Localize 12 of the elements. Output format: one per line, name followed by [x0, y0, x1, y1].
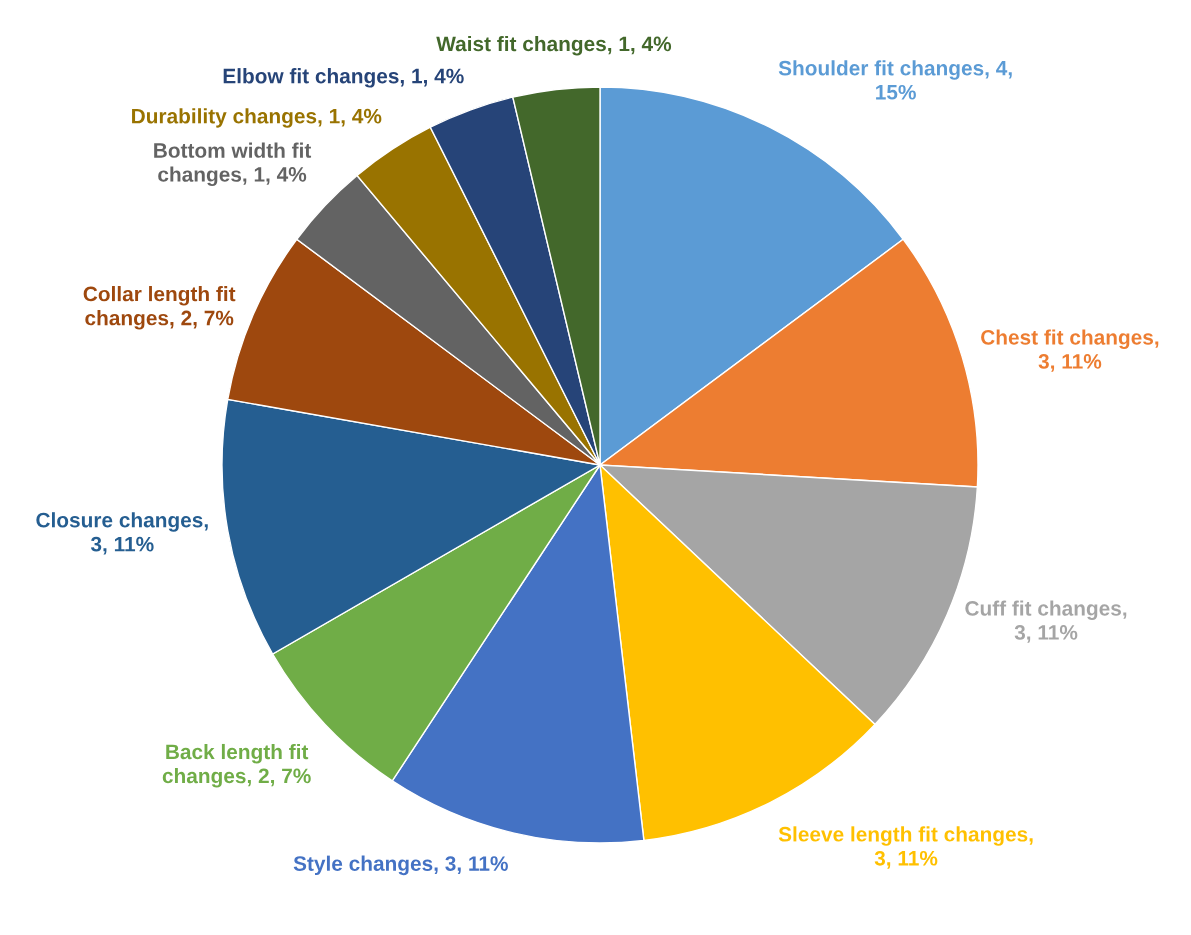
slice-label: Back length fit changes, 2, 7%	[162, 743, 311, 788]
slice-label: Style changes, 3, 11%	[293, 855, 508, 876]
slice-label: Closure changes, 3, 11%	[36, 512, 208, 555]
slice-label: Durability changes, 1, 4%	[132, 108, 382, 128]
slice-label: Bottom width fit changes, 1, 4%	[154, 142, 312, 187]
slice-label: Chest fit changes, 3, 11%	[981, 329, 1159, 372]
slice-label: Elbow fit changes, 1, 4%	[223, 68, 464, 88]
slice-label: Cuff fit changes, 3, 11%	[965, 600, 1127, 643]
slice-label: Collar length fit changes, 2, 7%	[83, 286, 236, 330]
slice-label: Sleeve length fit changes, 3, 11%	[778, 826, 1033, 869]
slice-label: Shoulder fit changes, 4, 15%	[778, 60, 1012, 100]
slice-label: Waist fit changes, 1, 4%	[436, 35, 672, 56]
